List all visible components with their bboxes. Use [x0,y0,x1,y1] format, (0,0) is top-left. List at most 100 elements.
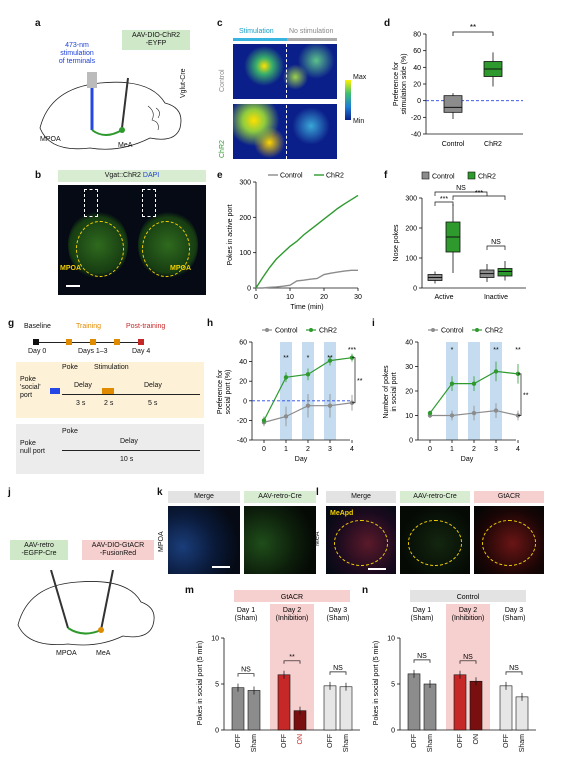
m-y-tick-label: 10 [211,636,219,643]
h-sig-label: ** [283,355,289,362]
l-sub-label: MeApd [330,510,354,517]
d-y-tick-label: 0 [417,98,421,105]
heatmap-control [233,44,337,99]
m-y-tick-label: 5 [215,682,219,689]
k-merge-header: Merge [168,491,240,503]
f-legend-label: Control [432,174,455,181]
e-x-tick-label: 30 [354,294,362,301]
i-stim-day-shade [490,342,502,440]
h-y-tick-label: -20 [237,418,247,425]
i-side-bracket [518,373,522,416]
f-legend-swatch [467,171,476,180]
f-bracket-ns [434,191,488,196]
j-brain [17,570,155,646]
f-ylabel: Nose pokes [393,224,400,261]
chart-n: Control Day 1 (Sham) Day 2 (Inhibition) Day 3… [373,590,536,752]
g-day4: Day 4 [132,348,151,355]
i-point-chr2 [449,381,455,386]
chart-d: -40 -20 0 20 40 60 80 Preference forstimulation… [393,23,523,148]
g-post-training: Post-training [126,323,166,330]
h-legend-marker [309,328,313,332]
g-delay-3: Delay [120,438,138,445]
j-virus-1: AAV-retro -EGFP-Cre [10,540,68,560]
e-legend-label: Control [280,173,303,180]
g-delay-2: Delay [144,382,162,389]
g-10s: 10 s [120,456,134,463]
g-5s: 5 s [148,400,158,407]
h-y-tick-label: 20 [239,379,247,386]
f-x-tick-label: Inactive [484,294,508,301]
colorbar-max: Max [353,74,367,81]
g-3s: 3 s [76,400,86,407]
m-bar [323,685,337,731]
e-y-tick-label: 200 [239,215,251,222]
h-point-control [283,414,289,419]
n-title: Control [457,594,480,601]
e-y-tick-label: 0 [247,286,251,293]
i-y-tick-label: 10 [405,413,413,420]
label-mea: MeA [118,142,133,149]
f-y-tick-label: 100 [405,256,417,263]
panel-letter-a: a [35,18,41,29]
j-virus-2: AAV-DIO-GtACR -FusionRed [82,540,154,560]
g-poke-2: Poke [62,428,78,435]
panel-letter-e: e [217,170,223,181]
l-channel1-image [400,506,470,574]
n-sig-bracket [413,659,431,663]
panel-letter-n: n [362,585,369,596]
n-day-label: Day 3 (Sham) [503,607,526,622]
panel-b-image: MPOA MPOA [58,185,206,295]
f-y-tick-label: 200 [405,226,417,233]
i-x-tick-label: 1 [450,446,454,453]
panel-c: Stimulation No stimulation Control ChR2 … [219,22,385,167]
i-ylabel: Number of pokesin social port [383,365,398,419]
d-sig-label: ** [470,23,476,32]
g-training: Training [76,323,102,330]
i-legend-marker [475,328,479,332]
label-mpoa-right: MPOA [170,265,191,272]
k-channel-header: AAV-retro-Cre [244,491,316,503]
panel-letter-b: b [35,170,42,181]
label-mpoa-left: MPOA [60,265,81,272]
i-point-control [449,413,455,418]
n-bar [453,674,467,731]
e-y-tick-label: 300 [239,180,251,187]
i-point-chr2 [493,369,499,374]
i-y-tick-label: 0 [409,438,413,445]
f-bracket-chr2 [452,195,506,200]
n-x-tick-label: Sham [519,734,526,752]
n-x-tick-label: OFF [411,734,418,748]
h-legend-label: Control [275,328,298,335]
brain-schematic [39,72,182,150]
n-ylabel: Pokes in social port (5 min) [373,641,380,725]
h-point-chr2 [305,372,311,377]
f-y-tick-label: 0 [413,286,417,293]
m-ylabel: Pokes in social port (5 min) [197,641,204,725]
header-vgat: Vgat::ChR2 [104,172,141,179]
h-sig-label: *** [348,347,356,354]
i-sig-label: * [451,347,454,354]
d-x-tick-label: Control [442,141,465,148]
panel-letter-k: k [157,487,163,498]
h-y-tick-label: 40 [239,359,247,366]
n-day-label: Day 2 (Inhibition) [452,607,485,622]
panel-b-header: Vgat::ChR2 DAPI [58,170,206,182]
l-channel2-header: GtACR [474,491,544,503]
g-baseline: Baseline [24,323,51,330]
chart-e: 0 100 200 300 0 10 20 30 Time (min) Pokes in acti… [227,173,362,312]
l-merge-image: MeApd [326,506,396,574]
h-ylabel: Preference forsocial port (%) [217,369,232,414]
m-y-tick-label: 0 [215,728,219,735]
e-line-control [256,269,358,289]
label-mpoa: MPOA [40,136,61,143]
n-y-tick-label: 10 [387,636,395,643]
panel-letter-m: m [185,585,194,596]
n-y-tick-label: 5 [391,682,395,689]
i-y-tick-label: 20 [405,389,413,396]
m-bar [277,674,291,731]
m-x-tick-label: OFF [327,734,334,748]
e-y-tick-label: 100 [239,250,251,257]
k-merge-image [168,506,240,574]
j-mea: MeA [96,650,111,657]
e-x-tick-label: 0 [254,294,258,301]
